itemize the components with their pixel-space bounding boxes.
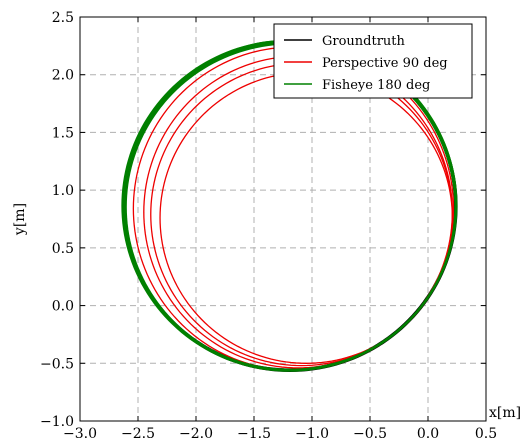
axis-ticks: −3.0 −2.5 −2.0 −1.5 −1.0 −0.5 0.0 0.5 −1.0 −0.5 0.…	[40, 10, 497, 442]
y-tick-label: 2.0	[52, 68, 74, 84]
x-tick-label: −2.0	[179, 426, 213, 442]
legend-label: Perspective 90 deg	[322, 56, 448, 71]
y-tick-label: 0.0	[52, 299, 74, 315]
legend-box	[273, 23, 473, 99]
y-tick-label: 1.0	[52, 183, 74, 199]
y-axis-label: y[m]	[12, 203, 28, 236]
plot-frame	[79, 16, 487, 422]
x-tick-label: 0.0	[417, 426, 439, 442]
x-tick-label: −0.5	[353, 426, 387, 442]
x-tick-label: −2.5	[121, 426, 155, 442]
legend-label: Groundtruth	[322, 34, 406, 49]
y-tick-label: 1.5	[52, 125, 74, 141]
y-tick-label: 2.5	[52, 10, 74, 26]
legend: Groundtruth Perspective 90 deg Fisheye 180…	[273, 23, 473, 99]
legend-label: Fisheye 180 deg	[322, 78, 430, 93]
y-tick-label: −0.5	[40, 356, 74, 372]
x-axis-label: x[m]	[489, 405, 521, 421]
y-tick-label: 0.5	[52, 241, 74, 257]
y-tick-label: −1.0	[40, 414, 74, 430]
x-tick-label: 0.5	[475, 426, 497, 442]
x-tick-label: −1.5	[237, 426, 271, 442]
x-tick-label: −3.0	[63, 426, 97, 442]
x-tick-label: −1.0	[295, 426, 329, 442]
